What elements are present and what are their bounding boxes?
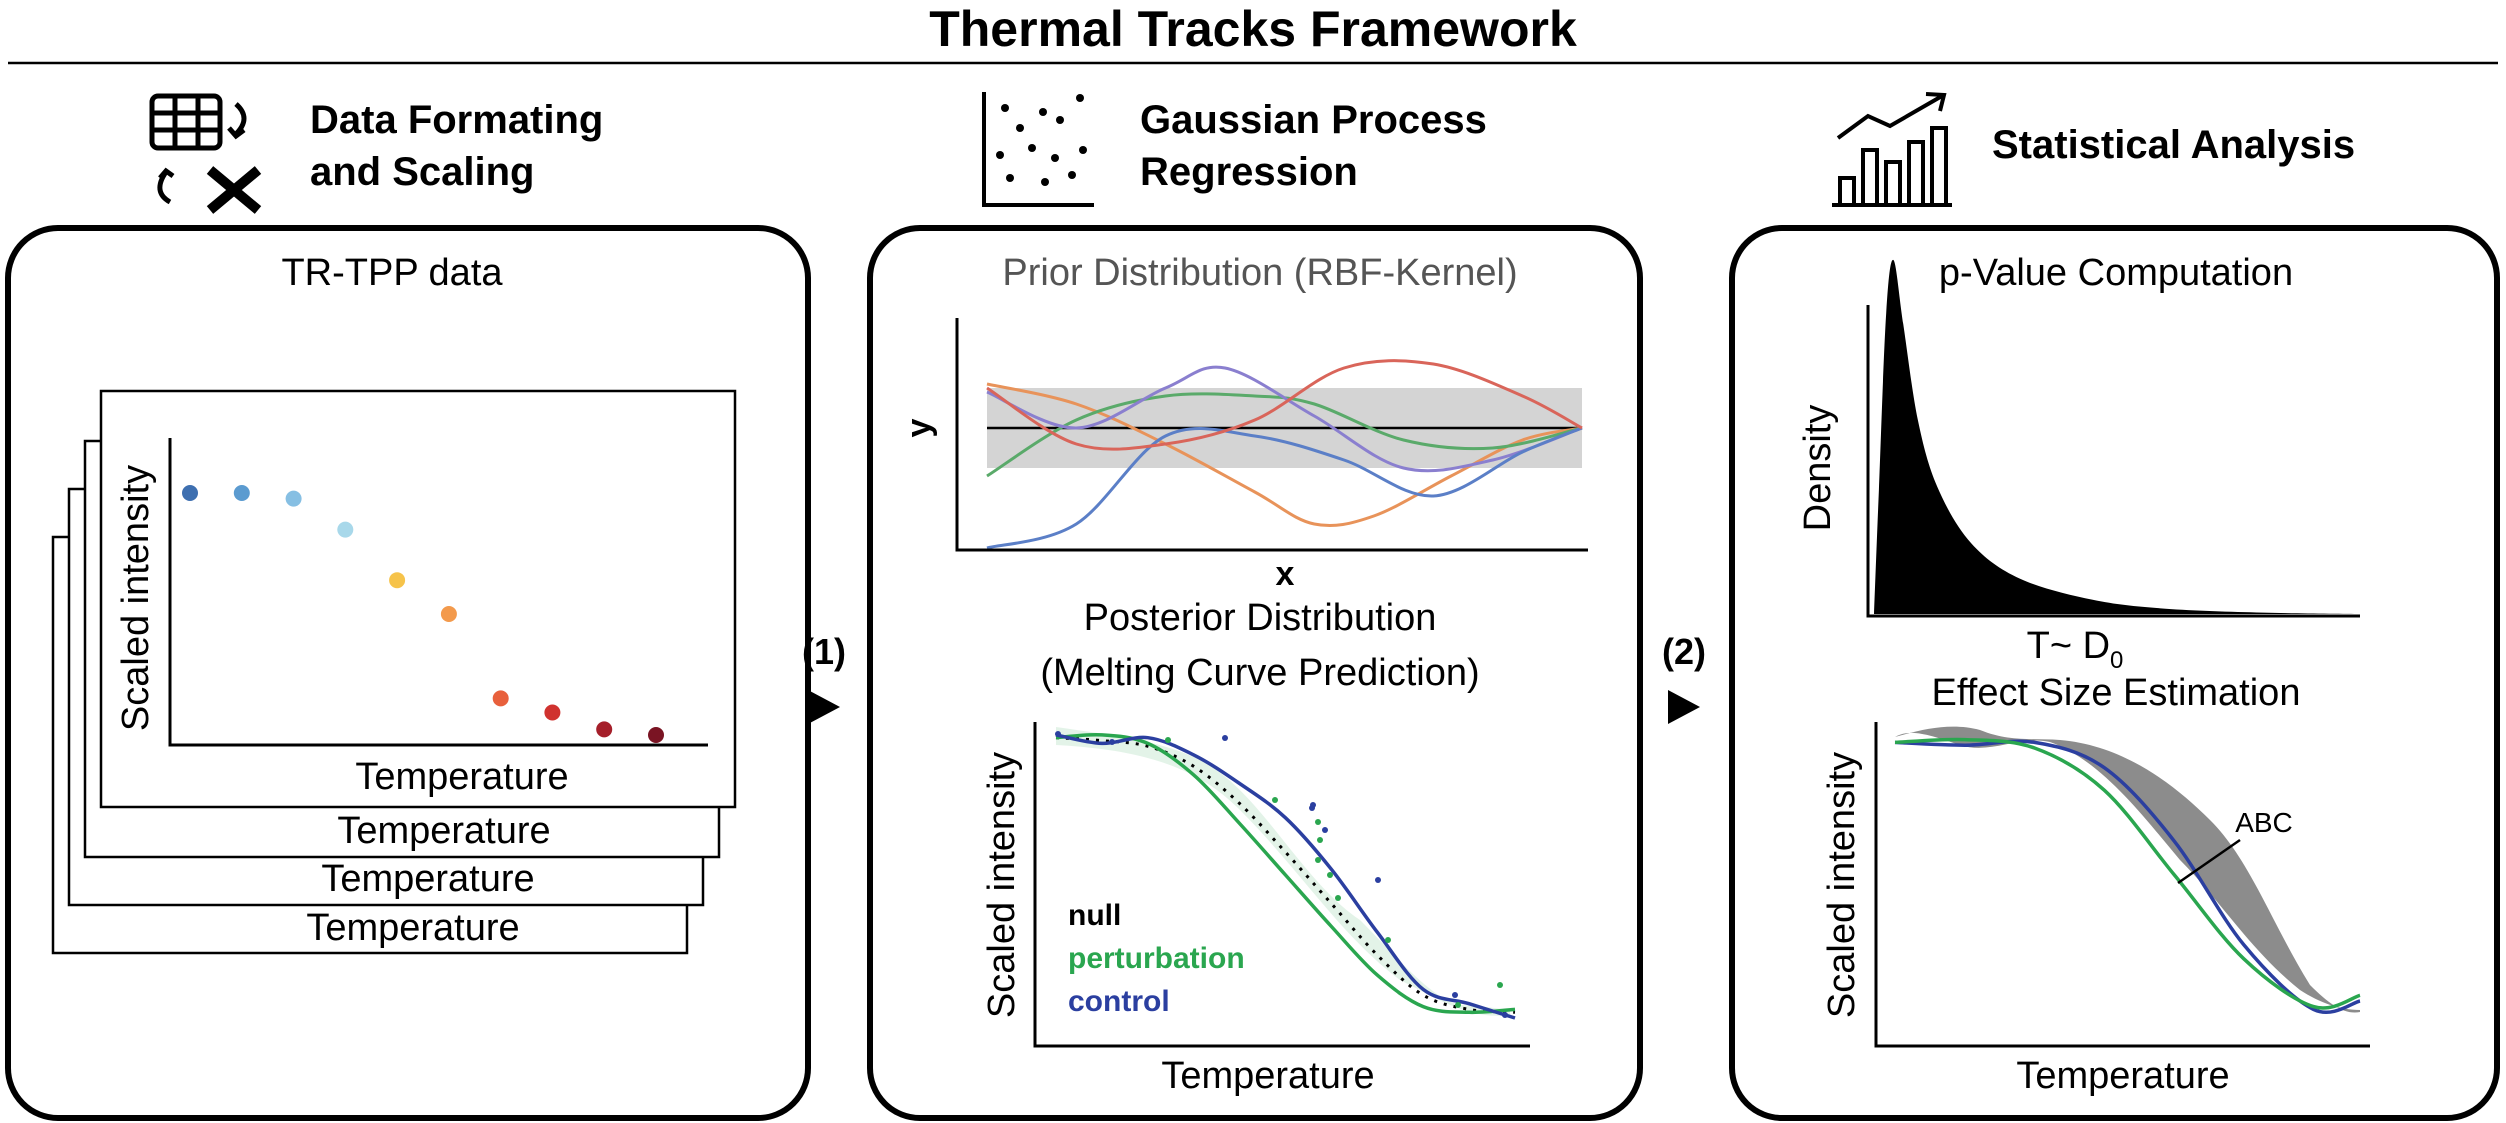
tpp-point bbox=[596, 721, 613, 738]
figure-title: Thermal Tracks Framework bbox=[929, 1, 1577, 57]
pvalue-ylabel: Density bbox=[1797, 405, 1839, 532]
tpp-point bbox=[182, 485, 198, 501]
stack-xlabel-3: Temperature bbox=[306, 907, 519, 949]
panel1-label: TR-TPP data bbox=[281, 252, 503, 294]
prior-sample-red bbox=[986, 359, 1583, 451]
abc-annotation: ABC bbox=[2235, 807, 2293, 838]
tpp-point bbox=[492, 690, 509, 707]
tpp-point bbox=[440, 606, 457, 622]
prior-title: Prior Distribution (RBF-Kernel) bbox=[1002, 252, 1517, 294]
posterior-curves bbox=[1055, 732, 1516, 1020]
tpp-point bbox=[648, 727, 664, 743]
tpp-point bbox=[285, 490, 302, 507]
effect-axes bbox=[1874, 722, 2370, 1048]
step-1-arrow bbox=[808, 690, 840, 724]
scatter-icon bbox=[982, 92, 1094, 207]
effect-xlabel: Temperature bbox=[2016, 1055, 2229, 1097]
section-header-2-line2: Regression bbox=[1140, 150, 1358, 194]
posterior-curve-perturbation bbox=[1055, 732, 1516, 1015]
panel-gpr bbox=[867, 225, 1643, 1121]
prior-axes bbox=[955, 318, 1588, 552]
posterior-ylabel: Scaled intensity bbox=[981, 752, 1023, 1018]
panel-statistics bbox=[1729, 225, 2500, 1121]
posterior-axes bbox=[1033, 722, 1530, 1048]
prior-ylabel: y bbox=[900, 418, 938, 437]
tpp-ylabel: Scaled intensity bbox=[115, 465, 157, 731]
section-header-1-line1: Data Formating bbox=[310, 98, 603, 142]
posterior-title-line2: (Melting Curve Prediction) bbox=[1040, 652, 1479, 694]
effect-area-under-curve bbox=[1895, 726, 2360, 1013]
posterior-curve-null bbox=[1055, 736, 1516, 1014]
tpp-point bbox=[544, 704, 561, 721]
tpp-xlabel: Temperature bbox=[355, 756, 568, 798]
prior-sample-blue bbox=[986, 426, 1583, 550]
legend-null: null bbox=[1068, 899, 1121, 932]
legend-control: control bbox=[1068, 985, 1170, 1018]
bar-trend-icon bbox=[1832, 92, 1952, 207]
effect-curves bbox=[1894, 737, 2361, 1014]
section-header-3: Statistical Analysis bbox=[1992, 123, 2355, 167]
pvalue-density-area bbox=[1874, 259, 2360, 614]
panel-tr-tpp bbox=[5, 225, 811, 1121]
legend-perturbation: perturbation bbox=[1068, 942, 1245, 975]
posterior-observations bbox=[1055, 731, 1508, 1018]
tpp-scatter-points bbox=[182, 485, 664, 743]
step-1-label: (1) bbox=[802, 631, 846, 672]
step-2-arrow bbox=[1668, 690, 1700, 724]
stack-xlabel-1: Temperature bbox=[337, 810, 550, 852]
table-transform-icon bbox=[149, 93, 262, 214]
effect-ylabel: Scaled intensity bbox=[1821, 752, 1863, 1018]
tpp-point bbox=[389, 572, 406, 589]
section-header-2-line1: Gaussian Process bbox=[1140, 98, 1487, 142]
tpp-point bbox=[337, 521, 354, 538]
pvalue-xlabel: T~ D0 bbox=[2027, 625, 2124, 674]
stack-xlabel-2: Temperature bbox=[321, 858, 534, 900]
prior-sample-lines bbox=[986, 359, 1583, 550]
posterior-xlabel: Temperature bbox=[1161, 1055, 1374, 1097]
pvalue-axes bbox=[1866, 305, 2360, 618]
step-2-label: (2) bbox=[1662, 631, 1706, 672]
posterior-title-line1: Posterior Distribution bbox=[1084, 597, 1437, 639]
main-frame bbox=[99, 389, 737, 809]
pvalue-title: p-Value Computation bbox=[1939, 252, 2293, 294]
posterior-curve-control bbox=[1055, 733, 1516, 1020]
abc-pointer bbox=[2177, 838, 2241, 885]
prior-xlabel: x bbox=[1276, 555, 1295, 593]
effect-curve-perturbation bbox=[1894, 737, 2361, 1010]
prior-sample-purple bbox=[986, 365, 1583, 473]
tpp-axes bbox=[168, 438, 708, 747]
section-header-1-line2: and Scaling bbox=[310, 150, 535, 194]
effect-title: Effect Size Estimation bbox=[1932, 672, 2301, 714]
tpp-point bbox=[233, 485, 250, 501]
